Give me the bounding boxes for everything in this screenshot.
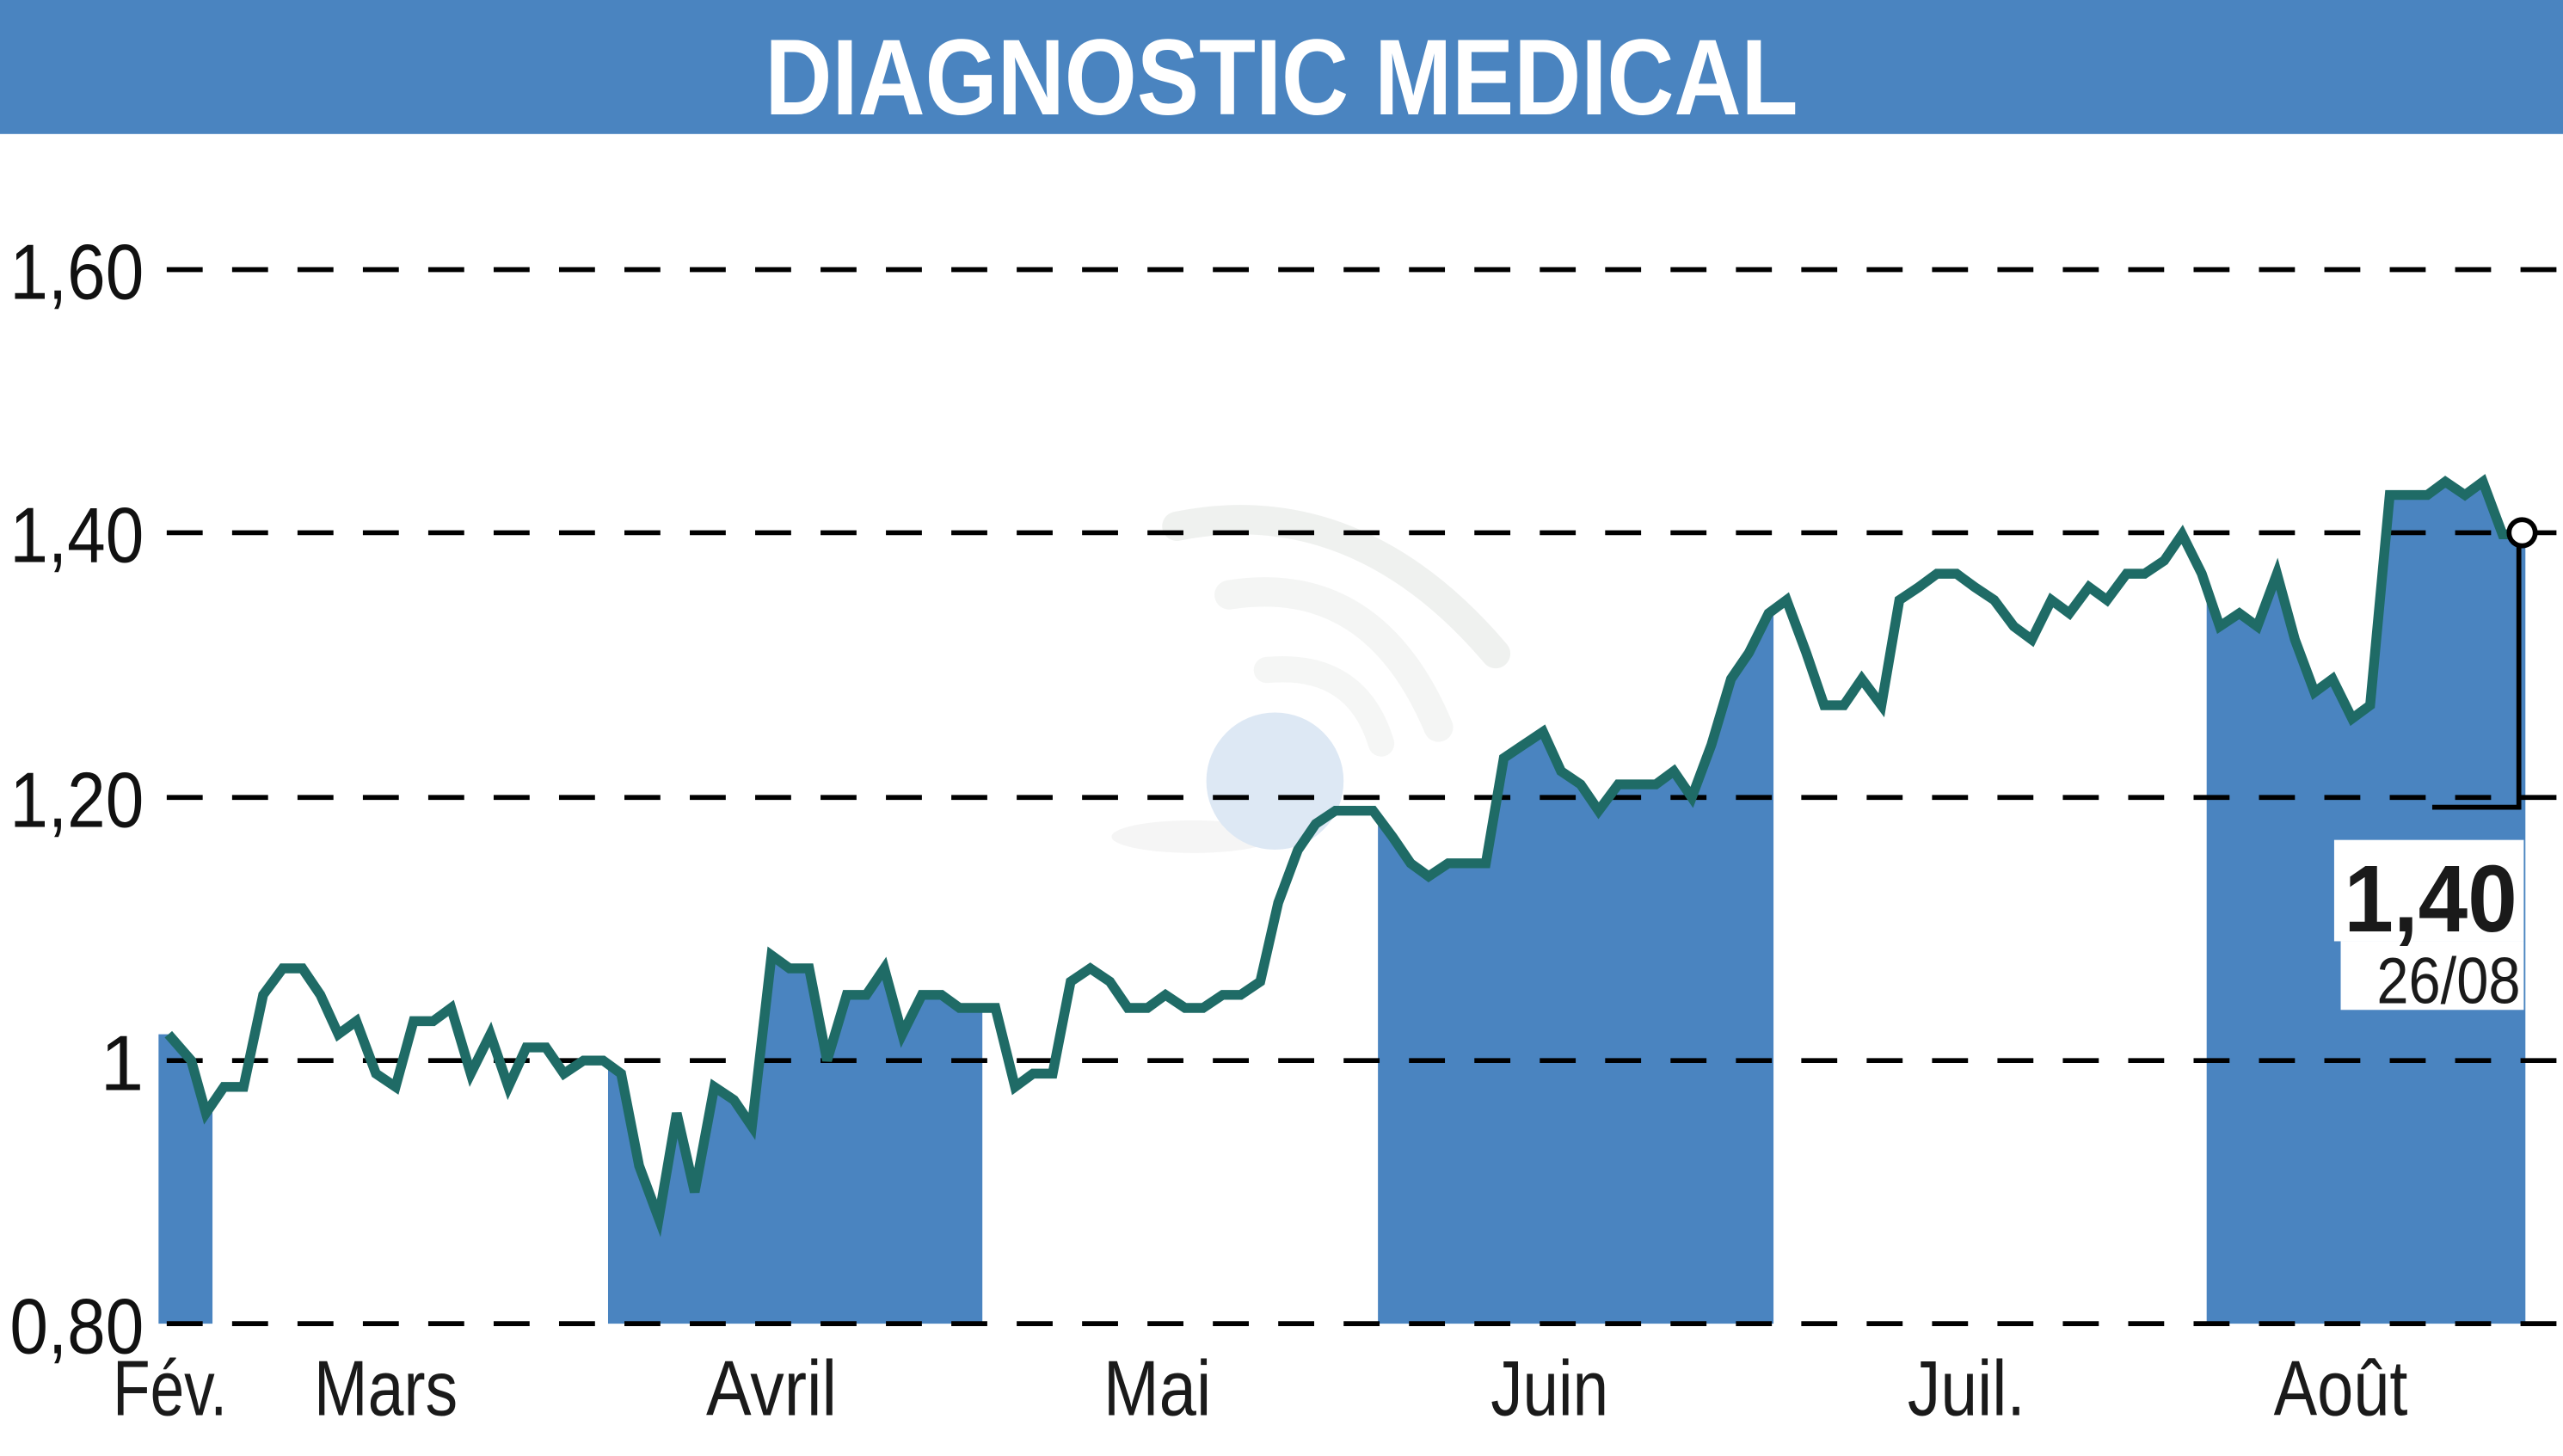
month-band xyxy=(158,1034,213,1324)
x-tick-label: Août xyxy=(2274,1345,2408,1433)
y-tick-label: 1 xyxy=(101,1019,144,1107)
price-line xyxy=(164,474,2523,1238)
grid-lines xyxy=(166,267,2563,1326)
y-axis: 1,60 1,40 1,20 1 0,80 xyxy=(9,229,144,1371)
month-band xyxy=(607,955,983,1324)
month-band xyxy=(1378,609,1774,1324)
y-tick-label: 0,80 xyxy=(9,1282,144,1370)
x-tick-label: Fév. xyxy=(113,1345,227,1433)
x-tick-label: Mai xyxy=(1103,1345,1211,1433)
x-axis: Fév. Mars Avril Mai Juin Juil. Août xyxy=(113,1345,2407,1433)
last-point-circle-icon xyxy=(2506,517,2538,549)
chart-title: DIAGNOSTIC MEDICAL xyxy=(765,16,1798,138)
x-tick-label: Juin xyxy=(1490,1345,1608,1433)
last-value-marker: 1,40 26/08 xyxy=(2333,517,2538,1018)
last-value-label: 1,40 xyxy=(2344,846,2517,952)
x-tick-label: Juil. xyxy=(1908,1345,2025,1433)
watermark-logo-icon xyxy=(1111,505,1511,853)
x-tick-label: Mars xyxy=(314,1345,458,1433)
x-tick-label: Avril xyxy=(706,1345,837,1433)
header-bar xyxy=(0,0,2563,134)
y-tick-label: 1,20 xyxy=(9,756,144,844)
y-tick-label: 1,60 xyxy=(9,229,144,316)
last-date-label: 26/08 xyxy=(2376,945,2520,1018)
y-tick-label: 1,40 xyxy=(9,492,144,580)
